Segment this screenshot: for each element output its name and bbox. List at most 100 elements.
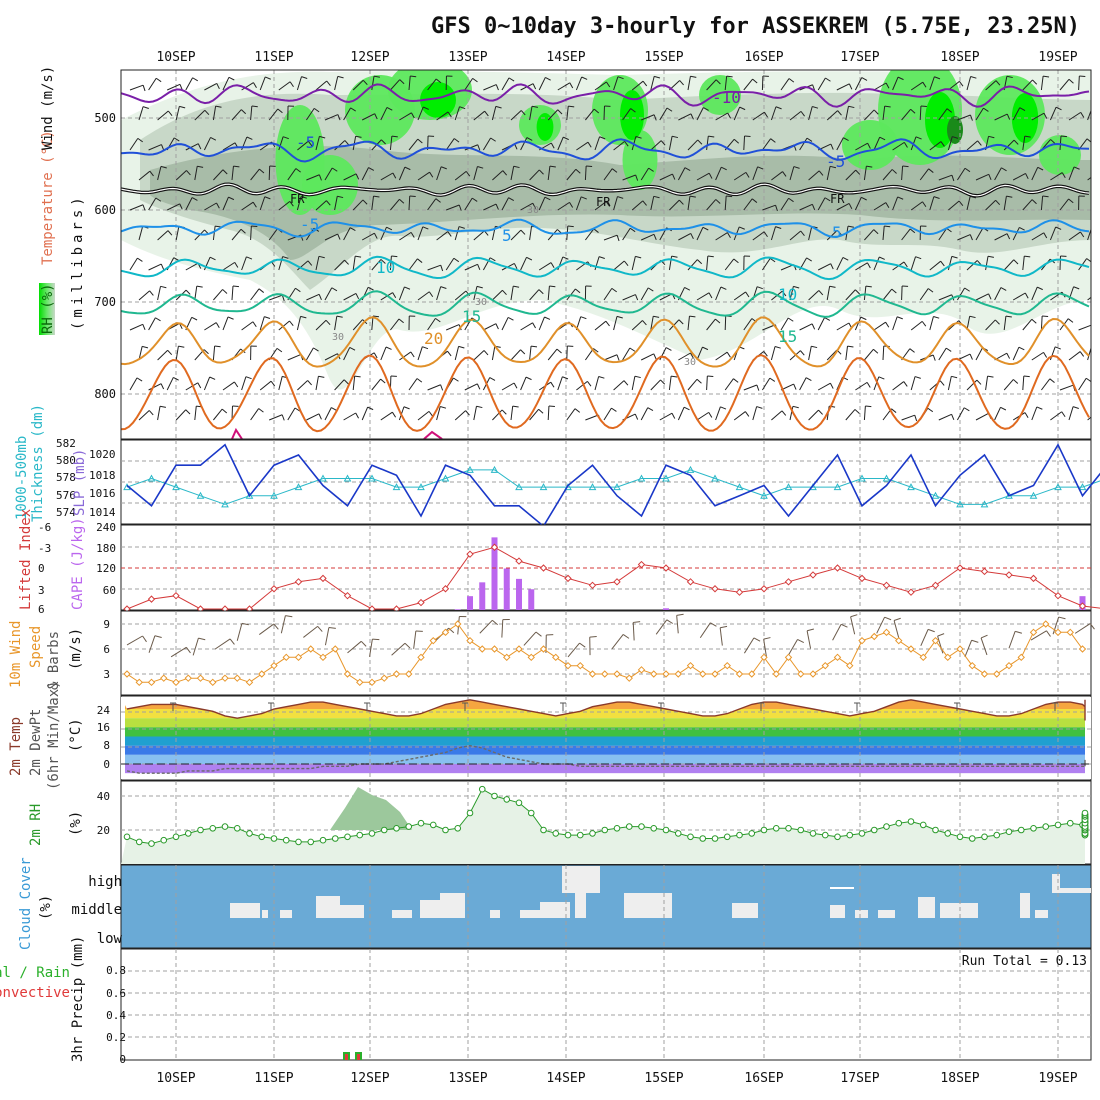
rh2m-point	[1005, 828, 1013, 836]
wind-barb	[687, 259, 698, 271]
wind-barb	[594, 81, 607, 91]
wind-barb	[631, 200, 644, 211]
wind-barb	[873, 202, 887, 211]
tick-label: 580	[56, 454, 76, 467]
rh2m-point	[209, 825, 217, 832]
wind-barb	[751, 198, 758, 203]
wind-barb	[380, 259, 386, 264]
wind-barb	[203, 257, 211, 271]
wind-barb	[679, 80, 684, 86]
wind-barb	[882, 106, 886, 121]
contour-label: 15	[778, 327, 797, 346]
lifted-index-point	[784, 578, 793, 586]
lifted-index-point	[147, 595, 156, 603]
wind-barb	[605, 201, 611, 207]
wind-barb	[324, 167, 333, 181]
wind-barb	[355, 173, 360, 180]
wind-barb	[832, 624, 842, 641]
wind-barb	[677, 167, 686, 181]
wind10m-point	[931, 636, 940, 645]
wind-barb	[677, 407, 685, 421]
wind-barb	[491, 106, 497, 121]
thickness-point	[172, 483, 180, 491]
lifted-index-point	[441, 585, 450, 593]
wind-barb	[167, 349, 173, 356]
rh2m-point	[993, 831, 1001, 839]
wind-barb	[970, 75, 977, 79]
wind-barb	[501, 382, 515, 391]
rh2m-point	[405, 823, 413, 830]
wind-barb	[787, 317, 794, 322]
wind-barb	[640, 233, 655, 241]
wind-barb	[306, 174, 320, 181]
wind-barb	[964, 167, 971, 173]
wind-barb	[980, 637, 988, 656]
wind-barb	[477, 165, 484, 169]
wind-barb	[966, 379, 978, 391]
wind-barb	[622, 634, 630, 639]
wind-barb	[763, 111, 769, 118]
date-label: 11SEP	[254, 1071, 293, 1086]
wind-barb	[417, 346, 423, 361]
wind-barb	[642, 80, 648, 87]
lifted-index-point	[637, 560, 646, 569]
axis-label-rh2m-1: 2m RH	[28, 804, 44, 846]
axis-label-t2m-2: 2m DewPt	[28, 709, 44, 776]
wind-barb	[800, 350, 805, 356]
wind-barb	[585, 228, 595, 241]
wind-barb	[1003, 196, 1007, 211]
wind-barb	[650, 140, 662, 151]
wind10m-point	[307, 645, 315, 653]
top-date-axis: 10SEP 11SEP 12SEP 13SEP 14SEP 15SEP 16SEP 17SEP…	[156, 50, 1077, 65]
cape-bar	[479, 582, 486, 610]
wind-barb	[903, 381, 908, 387]
wind-barb	[653, 315, 660, 318]
wind-barb	[884, 616, 892, 621]
rh2m-point	[344, 833, 351, 841]
wind-barb	[240, 228, 246, 234]
wind-barb	[806, 628, 815, 632]
precip-bar	[345, 1054, 348, 1060]
wind-barb	[919, 168, 930, 181]
wind-barb	[567, 642, 580, 658]
wind-barb	[289, 201, 294, 207]
rh2m-point	[956, 833, 964, 841]
wind-barb	[550, 142, 555, 149]
wind-barb	[297, 380, 308, 391]
wind-barb	[896, 316, 903, 320]
wind-barb	[1060, 135, 1067, 138]
wind-barb	[445, 138, 455, 151]
wind-barb	[845, 289, 856, 301]
wind-barb	[1003, 316, 1007, 331]
temperature-contour	[121, 354, 1090, 433]
wind-barb	[454, 410, 466, 421]
wind-barb	[361, 406, 369, 421]
wind-barb	[512, 405, 519, 408]
wind-barb	[910, 320, 923, 331]
wind-barb	[142, 85, 146, 92]
rh-region	[947, 116, 963, 144]
upper-wind-barbs	[129, 75, 1091, 422]
wind-barb	[616, 235, 620, 242]
wind-barb	[484, 110, 489, 117]
wind-barb	[797, 639, 805, 643]
rh2m-point	[711, 835, 719, 842]
wind-barb	[687, 76, 691, 91]
wind-barb	[793, 383, 797, 390]
wind-barb	[1049, 107, 1057, 121]
wind-barb	[549, 165, 556, 168]
wind-barb	[138, 290, 150, 301]
wind-barb	[599, 136, 606, 140]
thickness-point	[343, 474, 352, 482]
wind-barb	[948, 200, 960, 211]
cloud-block	[1020, 893, 1030, 918]
rh2m-point	[1081, 809, 1089, 817]
wind-barb	[696, 346, 703, 361]
wind-barb	[861, 196, 867, 201]
wind-barb	[149, 290, 154, 296]
wind-barb	[241, 321, 254, 331]
wind-barb	[1031, 112, 1045, 121]
wind-barb	[919, 288, 929, 301]
wind10m-point	[343, 670, 352, 678]
tick-label: 0	[38, 562, 45, 575]
